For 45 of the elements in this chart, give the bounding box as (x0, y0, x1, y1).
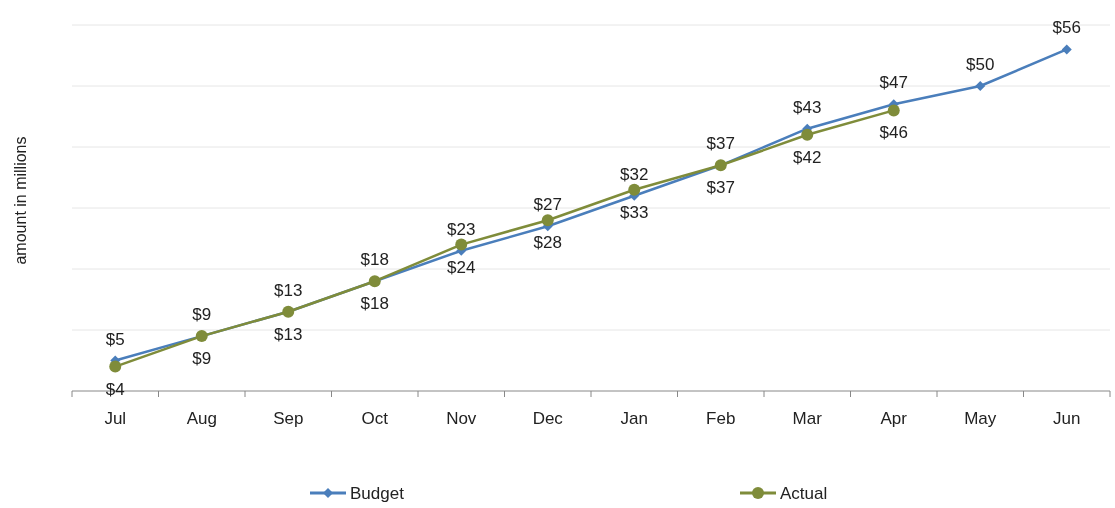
data-label: $4 (105, 379, 125, 399)
data-label: $13 (274, 324, 303, 344)
data-label: $32 (620, 164, 649, 184)
legend-label: Actual (780, 483, 828, 503)
data-label: $13 (274, 280, 303, 300)
x-tick-label: Oct (361, 409, 389, 428)
data-label: $9 (192, 305, 212, 325)
x-tick-label: Dec (532, 409, 564, 428)
point (801, 128, 814, 141)
x-tick-label: Nov (446, 409, 477, 428)
legend-label: Budget (350, 483, 405, 503)
point (887, 104, 900, 117)
data-label: $24 (447, 257, 476, 277)
x-tick-label: Mar (792, 409, 823, 428)
x-tick-label: Jan (620, 409, 648, 428)
data-label: $37 (706, 178, 735, 198)
x-tick-label: Aug (186, 409, 217, 428)
data-label: $5 (105, 329, 125, 349)
data-label: $27 (533, 195, 562, 215)
data-label: $9 (192, 349, 212, 369)
point (628, 183, 641, 196)
point (975, 81, 986, 91)
data-label: $43 (793, 97, 822, 117)
x-tick-label: Jun (1053, 409, 1081, 428)
point (109, 360, 122, 373)
data-label: $46 (879, 123, 908, 143)
point (541, 214, 554, 227)
data-label: $56 (1052, 18, 1081, 38)
data-label: $37 (706, 134, 735, 154)
data-label: $23 (447, 219, 476, 239)
data-label: $33 (620, 202, 649, 222)
point (1061, 44, 1072, 55)
x-tick-label: Feb (706, 409, 736, 428)
x-tick-label: May (964, 409, 997, 428)
data-label: $18 (360, 294, 389, 314)
x-tick-label: Sep (273, 409, 304, 428)
data-label: $18 (360, 250, 389, 270)
point (455, 238, 468, 251)
data-label: $50 (966, 55, 995, 74)
data-label: $28 (533, 233, 562, 253)
y-axis-title: amount in millions (12, 136, 29, 265)
x-tick-label: Jul (104, 409, 127, 428)
data-label: $42 (793, 147, 822, 167)
data-label: $47 (879, 73, 908, 93)
x-tick-label: Apr (880, 409, 908, 428)
